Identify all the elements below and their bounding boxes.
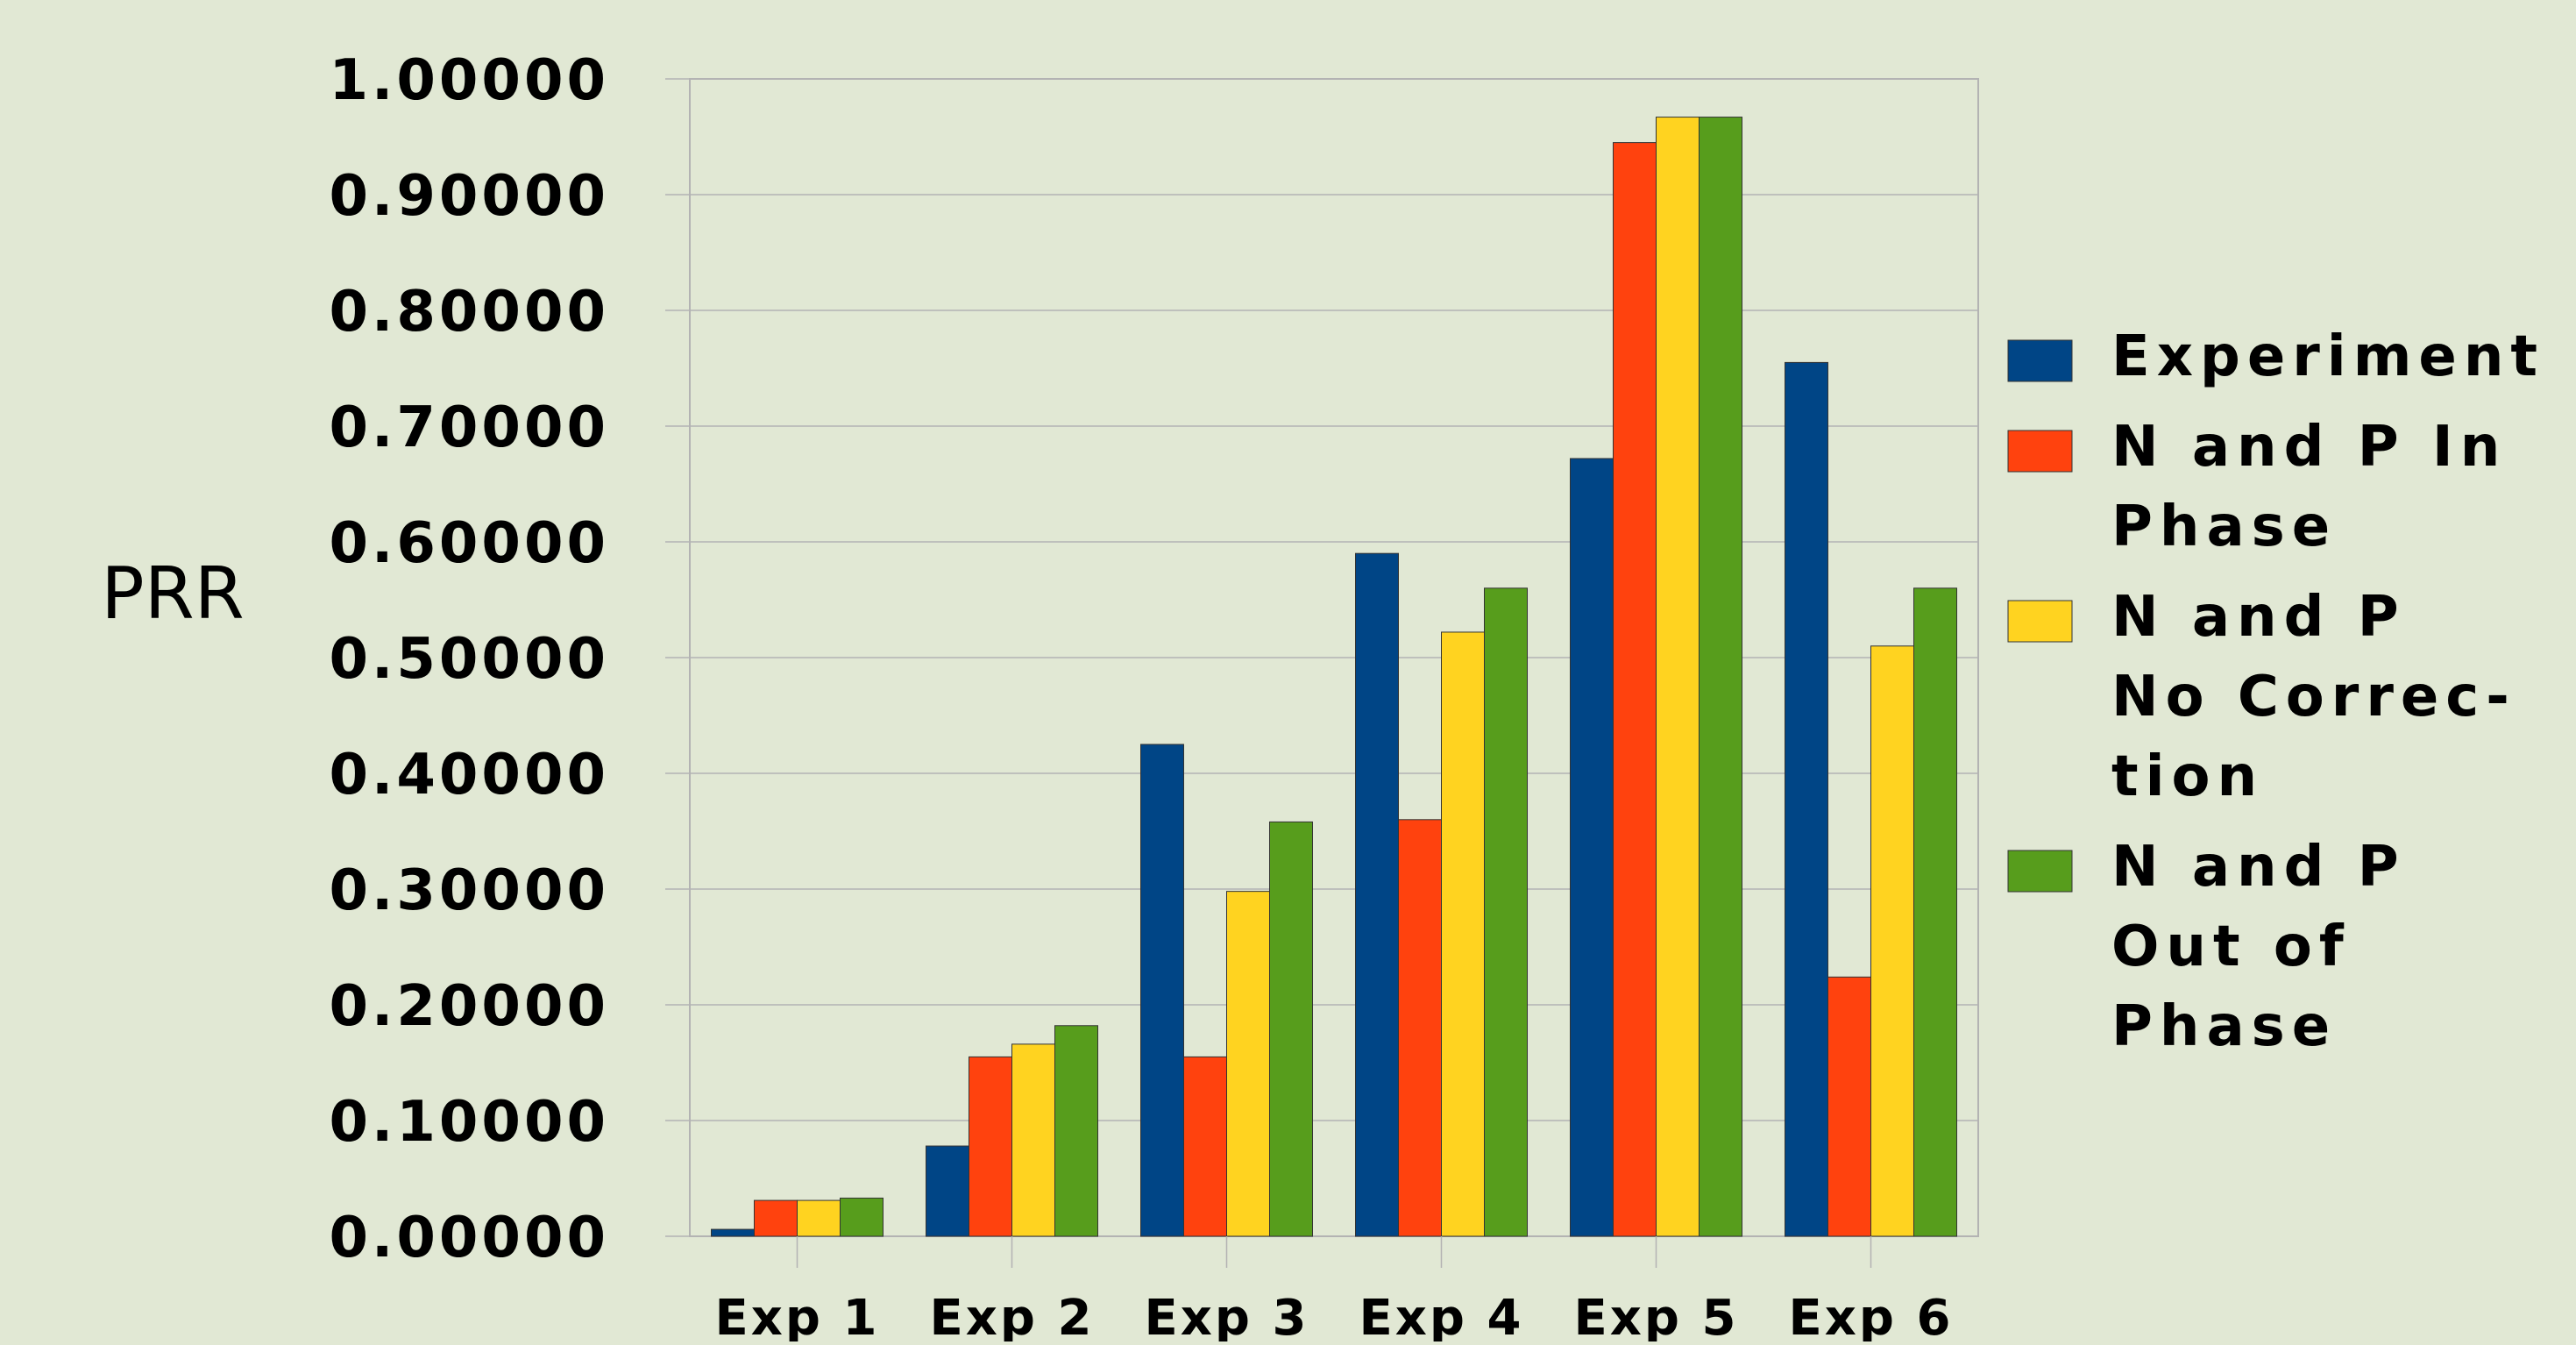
x-tick-label: Exp 6 — [1789, 1290, 1954, 1341]
bar — [1613, 142, 1657, 1237]
bar — [1054, 1025, 1098, 1237]
legend-label: Phase — [2111, 994, 2337, 1059]
y-tick-label: 0.80000 — [330, 280, 610, 345]
y-tick-label: 0.40000 — [330, 743, 610, 808]
legend-label: N and P In — [2111, 415, 2507, 480]
legend-label: No Correc- — [2111, 665, 2516, 729]
bar — [1398, 819, 1442, 1237]
bar — [1827, 976, 1871, 1237]
legend-swatch — [2007, 850, 2073, 893]
bar — [711, 1228, 755, 1237]
x-tick-label: Exp 1 — [715, 1290, 880, 1341]
bar — [1785, 361, 1828, 1237]
y-tick-label: 0.90000 — [330, 164, 610, 229]
x-tick-label: Exp 4 — [1359, 1290, 1524, 1341]
bar — [1570, 458, 1614, 1237]
x-tick-labels: Exp 1 Exp 2 Exp 3 Exp 4 Exp 5 Exp 6 — [715, 1236, 1954, 1345]
x-tick-label: Exp 3 — [1145, 1290, 1309, 1341]
legend-label: Out of — [2111, 914, 2351, 979]
y-axis-label: PRR — [101, 552, 244, 636]
y-tick-label: 1.00000 — [330, 48, 610, 113]
bar — [1269, 821, 1313, 1237]
bar — [754, 1199, 798, 1237]
bar — [1913, 587, 1957, 1237]
y-tick-labels: 0.00000 0.10000 0.20000 0.30000 0.40000 0.500… — [330, 48, 610, 1270]
bar — [1011, 1043, 1055, 1237]
bar — [840, 1197, 884, 1237]
bar — [926, 1145, 969, 1237]
y-tick-label: 0.70000 — [330, 395, 610, 460]
legend-swatch — [2007, 339, 2073, 382]
bar — [1484, 587, 1528, 1237]
legend-label: N and P — [2111, 835, 2406, 900]
y-tick-label: 0.20000 — [330, 974, 610, 1039]
bar — [1870, 645, 1914, 1237]
y-tick-label: 0.60000 — [330, 511, 610, 576]
bar — [1355, 552, 1399, 1237]
y-tick-label: 0.30000 — [330, 858, 610, 923]
x-tick-label: Exp 5 — [1574, 1290, 1739, 1341]
legend: Experiment N and P In Phase N and P No Corre… — [2007, 324, 2544, 1059]
bar — [1441, 631, 1485, 1237]
y-tick-label: 0.50000 — [330, 627, 610, 692]
bar — [797, 1199, 841, 1237]
legend-swatch — [2007, 430, 2073, 473]
bar — [1140, 744, 1184, 1237]
bars — [711, 117, 1957, 1237]
legend-label: N and P — [2111, 585, 2406, 650]
bar — [969, 1056, 1012, 1237]
legend-label: Experiment — [2111, 324, 2544, 389]
legend-label: Phase — [2111, 495, 2337, 559]
bar — [1226, 891, 1270, 1237]
x-tick-label: Exp 2 — [930, 1290, 1095, 1341]
bar — [1183, 1056, 1227, 1237]
bar — [1656, 117, 1700, 1237]
y-tick-label: 0.00000 — [330, 1206, 610, 1270]
legend-label: tion — [2111, 744, 2264, 809]
y-tick-label: 0.10000 — [330, 1090, 610, 1155]
bar — [1699, 117, 1742, 1237]
gridlines — [665, 78, 1978, 1237]
legend-swatch — [2007, 600, 2073, 643]
